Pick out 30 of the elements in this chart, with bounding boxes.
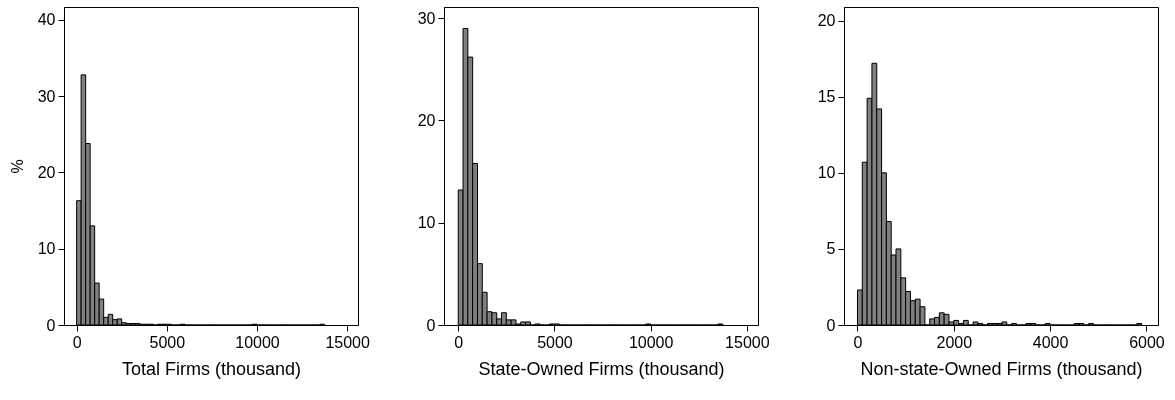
x-tick-label: 0 — [853, 333, 863, 351]
y-tick-label: 0 — [826, 316, 836, 334]
x-tick-label: 10000 — [235, 333, 280, 351]
y-tick-label: 15 — [817, 88, 836, 106]
y-tick-label: 30 — [417, 9, 436, 27]
y-axis-title: % — [8, 159, 26, 174]
y-tick-label: 20 — [37, 163, 56, 181]
y-tick-label: 5 — [826, 240, 836, 258]
x-tick-label: 5000 — [149, 333, 186, 351]
x-tick-label: 2000 — [936, 333, 973, 351]
x-tick-label: 0 — [72, 333, 82, 351]
y-tick-label: 0 — [46, 316, 56, 334]
y-tick-label: 20 — [417, 112, 436, 129]
x-tick-label: 10000 — [628, 333, 674, 351]
y-tick-label: 10 — [417, 214, 436, 232]
y-tick-label: 20 — [817, 12, 836, 30]
y-tick-label: 0 — [426, 316, 436, 334]
x-tick-label: 5000 — [537, 333, 573, 351]
x-axis-title: Total Firms (thousand) — [121, 358, 302, 379]
x-tick-label: 15000 — [325, 333, 371, 351]
x-tick-label: 15000 — [725, 333, 770, 351]
x-axis-title: State-Owned Firms (thousand) — [478, 358, 725, 379]
y-tick-label: 10 — [37, 240, 56, 258]
y-tick-label: 30 — [37, 87, 56, 105]
y-tick-label: 40 — [37, 11, 56, 29]
x-axis-title: Non-state-Owned Firms (thousand) — [860, 358, 1143, 379]
y-tick-label: 10 — [817, 164, 836, 182]
x-tick-label: 6000 — [1129, 333, 1165, 351]
x-tick-label: 4000 — [1032, 333, 1069, 351]
x-tick-label: 0 — [454, 333, 464, 351]
